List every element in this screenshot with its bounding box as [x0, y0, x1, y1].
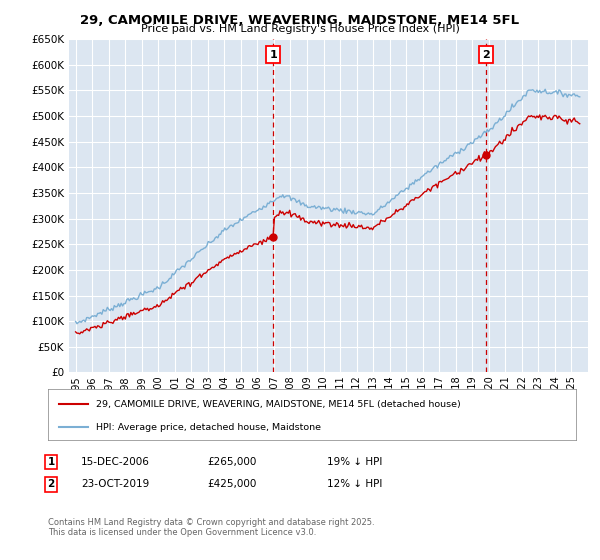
Text: 1: 1	[47, 457, 55, 467]
Text: Contains HM Land Registry data © Crown copyright and database right 2025.
This d: Contains HM Land Registry data © Crown c…	[48, 518, 374, 538]
Text: 1: 1	[269, 50, 277, 59]
Text: £425,000: £425,000	[207, 479, 256, 489]
Text: 15-DEC-2006: 15-DEC-2006	[81, 457, 150, 467]
Text: Price paid vs. HM Land Registry's House Price Index (HPI): Price paid vs. HM Land Registry's House …	[140, 24, 460, 34]
Text: 29, CAMOMILE DRIVE, WEAVERING, MAIDSTONE, ME14 5FL (detached house): 29, CAMOMILE DRIVE, WEAVERING, MAIDSTONE…	[95, 400, 460, 409]
Text: 29, CAMOMILE DRIVE, WEAVERING, MAIDSTONE, ME14 5FL: 29, CAMOMILE DRIVE, WEAVERING, MAIDSTONE…	[80, 14, 520, 27]
Text: 19% ↓ HPI: 19% ↓ HPI	[327, 457, 382, 467]
Text: 23-OCT-2019: 23-OCT-2019	[81, 479, 149, 489]
Text: HPI: Average price, detached house, Maidstone: HPI: Average price, detached house, Maid…	[95, 422, 320, 432]
Text: 2: 2	[47, 479, 55, 489]
Text: £265,000: £265,000	[207, 457, 256, 467]
Text: 12% ↓ HPI: 12% ↓ HPI	[327, 479, 382, 489]
Text: 2: 2	[482, 50, 490, 59]
